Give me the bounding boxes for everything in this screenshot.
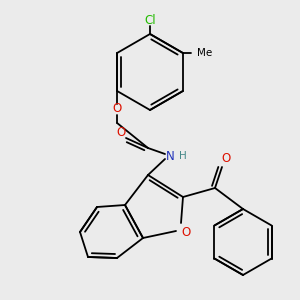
Text: H: H (179, 151, 187, 161)
Text: O: O (116, 125, 126, 139)
Text: O: O (112, 103, 122, 116)
Text: Me: Me (197, 48, 212, 58)
Text: Cl: Cl (144, 14, 156, 28)
Text: O: O (221, 152, 231, 166)
Text: O: O (182, 226, 190, 239)
Text: N: N (166, 149, 174, 163)
